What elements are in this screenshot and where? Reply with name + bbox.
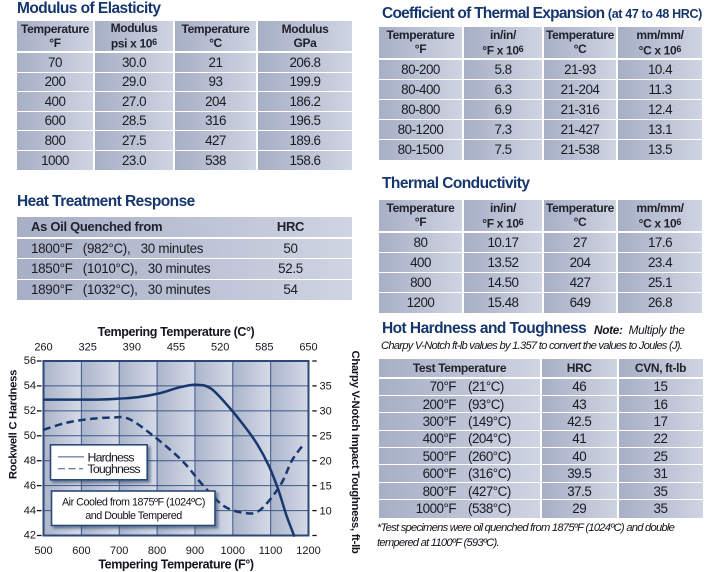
svg-text:260: 260 (34, 342, 52, 354)
svg-text:20: 20 (320, 455, 332, 467)
svg-text:1100: 1100 (259, 545, 283, 557)
svg-text:1200: 1200 (296, 545, 320, 557)
svg-text:46: 46 (24, 480, 36, 492)
svg-text:Tempering Temperature (F°): Tempering Temperature (F°) (98, 558, 254, 572)
svg-text:800: 800 (148, 545, 166, 557)
svg-text:Toughness: Toughness (88, 462, 141, 476)
svg-text:390: 390 (123, 342, 141, 354)
svg-text:700: 700 (110, 545, 128, 557)
svg-text:56: 56 (24, 355, 36, 367)
svg-text:15: 15 (320, 480, 332, 492)
svg-text:35: 35 (320, 381, 332, 393)
svg-text:44: 44 (24, 505, 36, 517)
svg-text:455: 455 (167, 342, 185, 354)
svg-text:30: 30 (320, 406, 332, 418)
svg-text:42: 42 (24, 530, 36, 542)
svg-text:Tempering Temperature (C°): Tempering Temperature (C°) (98, 325, 255, 339)
svg-text:25: 25 (320, 431, 332, 443)
svg-text:1000: 1000 (221, 545, 245, 557)
svg-text:and Double Tempered: and Double Tempered (85, 510, 182, 522)
svg-text:10: 10 (320, 505, 332, 517)
svg-text:650: 650 (299, 342, 317, 354)
svg-text:52: 52 (24, 405, 36, 417)
svg-text:500: 500 (34, 545, 52, 557)
svg-text:Air Cooled from 1875ºF (1024ºC: Air Cooled from 1875ºF (1024ºC) (62, 496, 205, 508)
svg-text:325: 325 (79, 342, 97, 354)
svg-text:54: 54 (24, 380, 36, 392)
svg-text:Charpy V-Notch Impact Toughnes: Charpy V-Notch Impact Toughness, ft-lb (349, 350, 361, 553)
svg-text:900: 900 (186, 545, 204, 557)
svg-text:Hardness: Hardness (88, 450, 135, 464)
svg-text:520: 520 (211, 342, 229, 354)
svg-text:48: 48 (24, 455, 36, 467)
svg-text:600: 600 (72, 545, 90, 557)
svg-text:585: 585 (255, 342, 273, 354)
svg-text:50: 50 (24, 430, 36, 442)
svg-text:Rockwell C Hardness: Rockwell C Hardness (8, 370, 20, 479)
